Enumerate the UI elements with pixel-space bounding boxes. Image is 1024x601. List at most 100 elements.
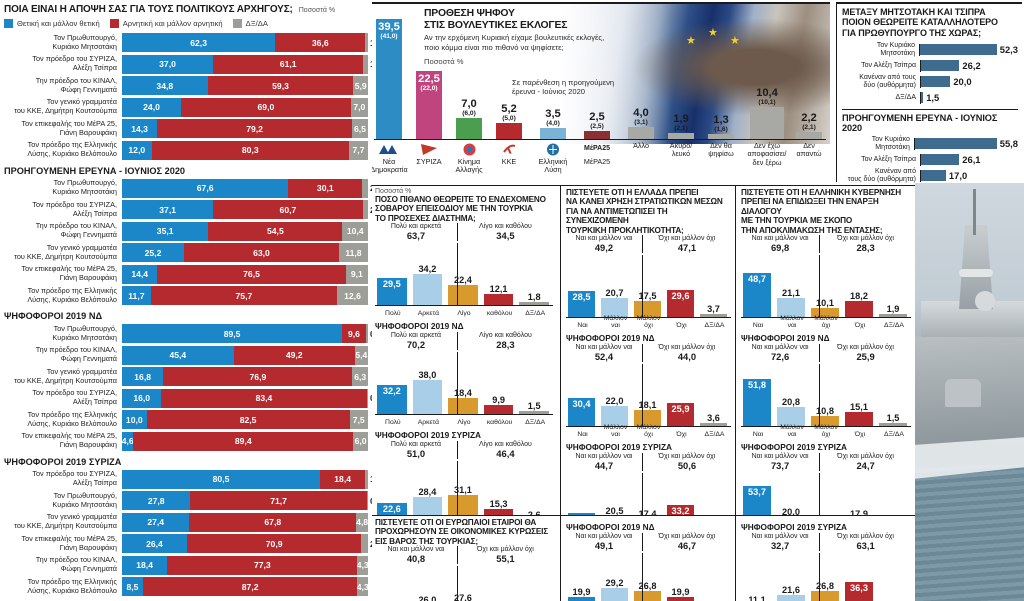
question-bar-4: 3,6: [700, 413, 727, 427]
question-xlabel-3: Όχι: [854, 431, 866, 439]
leaders-seg-dk: 6,0: [353, 431, 368, 451]
question-bar-value: 26,8: [816, 580, 834, 591]
leaders-row-bar: 8,5 87,2 4,3: [122, 577, 368, 596]
question-bar-3: 9,9: [483, 395, 514, 415]
caption-left: Πολύ και αρκετά 70,2: [390, 332, 442, 351]
question-bar-value: 17,9: [850, 508, 868, 519]
question-bar-rect: [634, 301, 661, 318]
pm-row-value: 1,5: [926, 92, 940, 104]
question-bar-rect: [777, 595, 805, 601]
q-dialogue-panel: ΠΙΣΤΕΥΕΤΕ ΟΤΙ Η ΕΛΛΗΝΙΚΗ ΚΥΒΕΡΝΗΣΗ ΠΡΕΠΕ…: [735, 185, 915, 547]
leaders-seg-neg: 70,9: [186, 534, 362, 553]
legend-swatch-icon: [109, 19, 119, 28]
question-xlabel-4: ΔΞ/ΔΑ: [525, 419, 546, 427]
question-bar-value: 9,9: [492, 395, 505, 406]
leaders-row: Τον γενικό γραμματέα του ΚΚΕ, Δημήτρη Κο…: [4, 243, 368, 262]
question-bar-rect: [412, 379, 443, 415]
vote-bar-label-text: Ελληνική Λύση: [538, 157, 568, 175]
question-bar-0: 19,9: [568, 587, 595, 601]
leaders-seg-dk: 11,8: [338, 243, 368, 262]
leaders-row: Τον πρόεδρο του ΣΥΡΙΖΑ, Αλέξη Τσίπρα 37,0…: [4, 54, 382, 74]
legend-item-1: Αρνητική και μάλλον αρνητική: [109, 19, 223, 28]
legend-swatch-icon: [4, 19, 13, 28]
leaders-row-bar: 12,0 80,3 7,7: [122, 140, 368, 160]
vote-bar-label-4: Ελληνική Λύση: [532, 142, 574, 175]
leaders-legend: Θετική και μάλλον θετική Αρνητική και μάλ…: [4, 19, 368, 28]
pm-row-label: Τον Κυριάκο Μητσοτάκη: [876, 41, 916, 57]
leaders-seg-neg: 79,2: [157, 119, 352, 138]
leaders-row-bar: 80,518,41,1: [122, 469, 382, 489]
question-chart-axis: [741, 426, 911, 428]
question-block-captions: Ναι και μάλλον ναι 52,4 Όχι και μάλλον όχι…: [566, 344, 731, 363]
question-bar-value: 12,1: [489, 284, 508, 295]
pm-row-label: Κανέναν από τους δύο (αυθόρμητα): [859, 73, 916, 89]
question-block-captions: Ναι και μάλλον ναι 72,6 Όχι και μάλλον όχι…: [741, 344, 911, 363]
leaders-row-bar: 27,871,70,5: [122, 491, 382, 510]
leaders-row: Τον γενικό γραμματέα του ΚΚΕ, Δημήτρη Κο…: [4, 97, 368, 117]
leaders-seg-pos: 34,8: [122, 76, 208, 95]
vote-bar-label-text: Άκυρο/ λευκό: [669, 141, 693, 159]
leaders-row-label: Τον πρόεδρο του ΣΥΡΙΖΑ, Αλέξη Τσίπρα: [32, 388, 117, 406]
question-block-captions: Πολύ και αρκετά 63,7 Λίγο και καθόλου 34,5: [375, 223, 556, 242]
vote-bar-rect: [628, 126, 654, 139]
question-xlabel-4: ΔΞ/ΔΑ: [704, 431, 725, 439]
leaders-seg-pos: 62,3: [122, 33, 276, 52]
caption-left: Ναι και μάλλον ναι 49,2: [575, 235, 633, 254]
question-xlabel-4: ΔΞ/ΔΑ: [884, 322, 904, 330]
question-block-captions: Ναι και μάλλον ναι 49,1 Όχι και μάλλον όχι…: [566, 533, 731, 551]
question-xlabel-1: Αρκετά: [417, 310, 440, 318]
question-xlabel-0: Ναι: [752, 431, 764, 439]
leaders-row-bar: 67,630,12,3: [122, 178, 382, 198]
leaders-row-label: Την πρόεδρο του ΚΙΝΑΛ, Φώφη Γεννηματά: [35, 221, 117, 239]
question-bar-value: 25,9: [671, 403, 690, 414]
question-xlabel-3: Όχι: [854, 322, 866, 330]
leaders-seg-dk: 10,4: [342, 221, 368, 241]
pm-row-label: Κανέναν από τους δύο (αυθόρμητα): [847, 167, 916, 183]
vote-bar-7: 1,9 (2,1): [668, 114, 694, 139]
leaders-row: Τον Πρωθυπουργό, Κυριάκο Μητσοτάκη 89,5 9,…: [4, 324, 382, 343]
question-bar-rect: [811, 416, 839, 427]
question-bar-rect: [879, 313, 907, 318]
question-bar-value: 11,1: [748, 594, 766, 601]
question-bar-value: 10,1: [816, 297, 834, 308]
question-block-captions: Ναι και μάλλον ναι 32,7 Όχι και μάλλον όχι…: [741, 533, 911, 551]
q-sanctions-panel-syriza: ΨΗΦΟΦΟΡΟΙ 2019 ΣΥΡΙΖΑ Ναι και μάλλον ναι 3…: [735, 515, 915, 601]
leaders-row-label: Τον πρόεδρο της Ελληνικής Λύσης, Κυριάκο…: [27, 140, 117, 158]
question-block-heading: ΨΗΦΟΦΟΡΟΙ 2019 ΣΥΡΙΖΑ: [741, 442, 848, 453]
leaders-row: Τον επικεφαλής του ΜέΡΑ 25, Γιάνη Βαρουφ…: [4, 533, 382, 553]
leaders-seg-dk: 4,8: [356, 512, 368, 532]
vote-bar-value: 5,2: [501, 103, 517, 116]
vote-bar-1: 22,5 (22,0): [416, 70, 442, 139]
caption-right: Όχι και μάλλον όχι 24,7: [819, 453, 911, 472]
leaders-seg-neg: 71,7: [190, 491, 367, 510]
leaders-seg-pos: 24,0: [122, 97, 182, 117]
legend-swatch-icon: [232, 19, 242, 28]
question-bar-2: 26,8: [811, 581, 839, 601]
question-xlabel-1: Μάλλον ναι: [603, 315, 628, 330]
voting-intention-pct-note: Ποσοστά %: [424, 57, 464, 66]
vote-bar-10: 2,2 (2,1): [796, 113, 822, 139]
question-bar-value: 22,4: [454, 274, 472, 285]
leaders-seg-dk: [365, 469, 368, 489]
leaders-pct-note: Ποσοστά %: [298, 7, 336, 14]
leaders-question-title: ΠΟΙΑ ΕΙΝΑΙ Η ΑΠΟΨΗ ΣΑΣ ΓΙΑ ΤΟΥΣ ΠΟΛΙΤΙΚΟ…: [4, 4, 293, 15]
caption-right: Όχι και μάλλον όχι 55,1: [456, 546, 553, 565]
caption-left: Ναι και μάλλον ναι 73,7: [751, 453, 809, 472]
pm-row-track: 26,1: [920, 153, 1018, 166]
legend-item-2: ΔΞ/ΔΑ: [232, 19, 268, 28]
pm-preference-panel: ΜΕΤΑΞΥ ΜΗΤΣΟΤΑΚΗ ΚΑΙ ΤΣΙΠΡΑ ΠΟΙΟΝ ΘΕΩΡΕΙ…: [836, 2, 1022, 198]
question-bar-rect: [845, 582, 873, 601]
vote-bar-3: 5,2 (5,0): [496, 104, 522, 139]
leaders-seg-neg: 69,0: [181, 97, 351, 117]
pm-row-bar: [921, 92, 924, 104]
question-bar-4: 1,8: [519, 292, 549, 306]
voting-intention-header: ΠΡΟΘΕΣΗ ΨΗΦΟΥ ΣΤΙΣ ΒΟΥΛΕΥΤΙΚΕΣ ΕΚΛΟΓΕΣ Α…: [424, 8, 619, 66]
leaders-seg-neg: 76,5: [157, 264, 346, 284]
question-bar-2: 10,8: [811, 406, 839, 427]
vote-bar-prev-value: (10,1): [758, 99, 776, 107]
question-bar-rect: [483, 294, 514, 306]
leaders-row-label: Τον επικεφαλής του ΜέΡΑ 25, Γιάνη Βαρουφ…: [21, 533, 117, 552]
question-bar-3: 36,3: [845, 582, 873, 601]
